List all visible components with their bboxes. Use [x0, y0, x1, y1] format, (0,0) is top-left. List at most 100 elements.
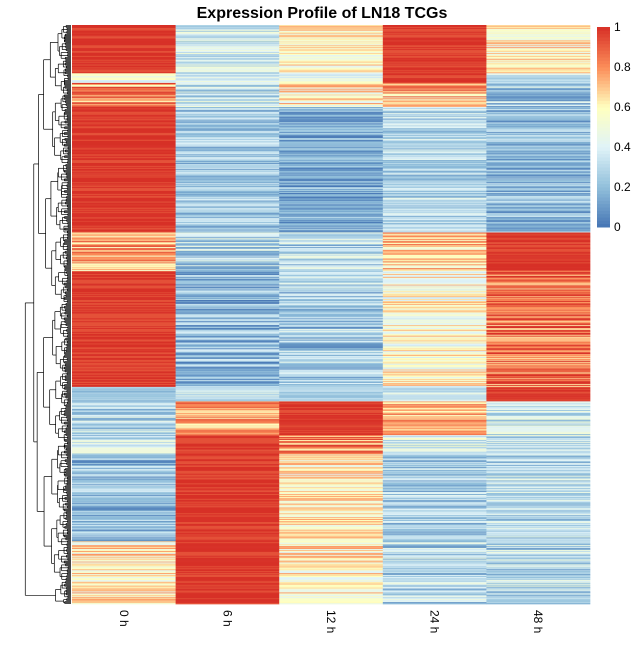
heatmap-cell: [279, 190, 384, 192]
heatmap-cell: [382, 49, 487, 51]
legend-gradient-segment: [597, 127, 610, 131]
heatmap-cell: [486, 293, 591, 295]
heatmap-cell: [486, 26, 591, 29]
heatmap-cell: [486, 429, 591, 431]
heatmap-cell: [72, 548, 176, 551]
heatmap-cell: [382, 135, 487, 138]
heatmap-cell: [486, 471, 591, 474]
heatmap-cell: [382, 94, 487, 96]
heatmap-cell: [72, 143, 176, 146]
heatmap-cell: [486, 304, 591, 307]
heatmap-cell: [486, 579, 591, 582]
heatmap-cell: [382, 590, 487, 592]
heatmap-cell: [72, 186, 176, 188]
heatmap-cell: [486, 63, 591, 65]
heatmap-cell: [72, 343, 176, 345]
heatmap-cell: [279, 596, 384, 598]
heatmap-cell: [382, 547, 487, 549]
heatmap-cell: [175, 417, 280, 420]
heatmap-cell: [72, 427, 176, 429]
heatmap-cell: [175, 481, 280, 483]
heatmap-cell: [382, 473, 487, 476]
heatmap-cell: [175, 489, 280, 491]
heatmap-cell: [279, 155, 384, 157]
heatmap-cell: [175, 187, 280, 189]
heatmap-cell: [486, 445, 591, 448]
heatmap-cell: [279, 248, 384, 251]
heatmap-cell: [486, 52, 591, 54]
heatmap-cell: [382, 322, 487, 324]
heatmap-cell: [486, 533, 591, 535]
heatmap-cell: [175, 443, 280, 446]
heatmap-cell: [382, 388, 487, 391]
heatmap-cell: [486, 141, 591, 144]
heatmap-cell: [72, 448, 176, 450]
heatmap-cell: [175, 396, 280, 398]
heatmap-cell: [175, 190, 280, 192]
heatmap-cell: [175, 545, 280, 547]
heatmap-cell: [72, 179, 176, 181]
heatmap-cell: [486, 231, 591, 233]
heatmap-cell: [486, 339, 591, 341]
heatmap-cell: [279, 519, 384, 521]
heatmap-cell: [486, 586, 591, 588]
heatmap-cell: [175, 548, 280, 550]
heatmap-cell: [279, 188, 384, 190]
legend-gradient-segment: [597, 153, 610, 158]
heatmap-cell: [279, 122, 384, 124]
heatmap-cell: [175, 538, 280, 540]
heatmap-cell: [382, 501, 487, 504]
heatmap-cell: [72, 501, 176, 504]
heatmap-cell: [72, 144, 176, 146]
heatmap-cell: [72, 157, 176, 159]
heatmap-cell: [486, 60, 591, 63]
heatmap-cell: [175, 384, 280, 387]
heatmap-cell: [486, 110, 591, 113]
heatmap-cell: [279, 243, 384, 245]
heatmap-cell: [175, 571, 280, 573]
heatmap-cell: [279, 535, 384, 537]
heatmap-cell: [486, 258, 591, 260]
heatmap-cell: [279, 230, 384, 232]
heatmap-cell: [382, 66, 487, 68]
heatmap-cell: [382, 217, 487, 219]
heatmap-cell: [72, 152, 176, 154]
heatmap-cell: [175, 556, 280, 559]
heatmap-cell: [72, 136, 176, 139]
heatmap-cell: [279, 192, 384, 195]
heatmap-cell: [486, 135, 591, 138]
heatmap-cell: [72, 560, 176, 562]
heatmap-cell: [175, 390, 280, 393]
heatmap-cell: [486, 420, 591, 422]
heatmap-cell: [175, 82, 280, 85]
heatmap-cell: [279, 115, 384, 118]
heatmap-cell: [175, 87, 280, 90]
heatmap-cell: [279, 141, 384, 144]
heatmap-cell: [72, 491, 176, 493]
heatmap-cells: [72, 25, 591, 605]
heatmap-cell: [279, 295, 384, 297]
heatmap-cell: [279, 595, 384, 597]
heatmap-cell: [279, 576, 384, 579]
heatmap-cell: [486, 161, 591, 163]
heatmap-cell: [72, 166, 176, 169]
heatmap-cell: [486, 210, 591, 212]
heatmap-cell: [382, 452, 487, 454]
heatmap-cell: [279, 280, 384, 283]
heatmap-cell: [175, 493, 280, 495]
heatmap-cell: [72, 58, 176, 61]
heatmap-cell: [279, 423, 384, 425]
legend-gradient-segment: [597, 123, 610, 128]
heatmap-cell: [72, 43, 176, 45]
heatmap-cell: [382, 87, 487, 90]
heatmap-cell: [72, 293, 176, 295]
heatmap-cell: [382, 286, 487, 288]
heatmap-cell: [72, 547, 176, 549]
heatmap-cell: [72, 296, 176, 298]
heatmap-cell: [175, 336, 280, 339]
heatmap-cell: [175, 324, 280, 326]
heatmap-cell: [72, 376, 176, 378]
heatmap-cell: [486, 183, 591, 185]
heatmap-cell: [382, 227, 487, 229]
heatmap-cell: [486, 146, 591, 148]
